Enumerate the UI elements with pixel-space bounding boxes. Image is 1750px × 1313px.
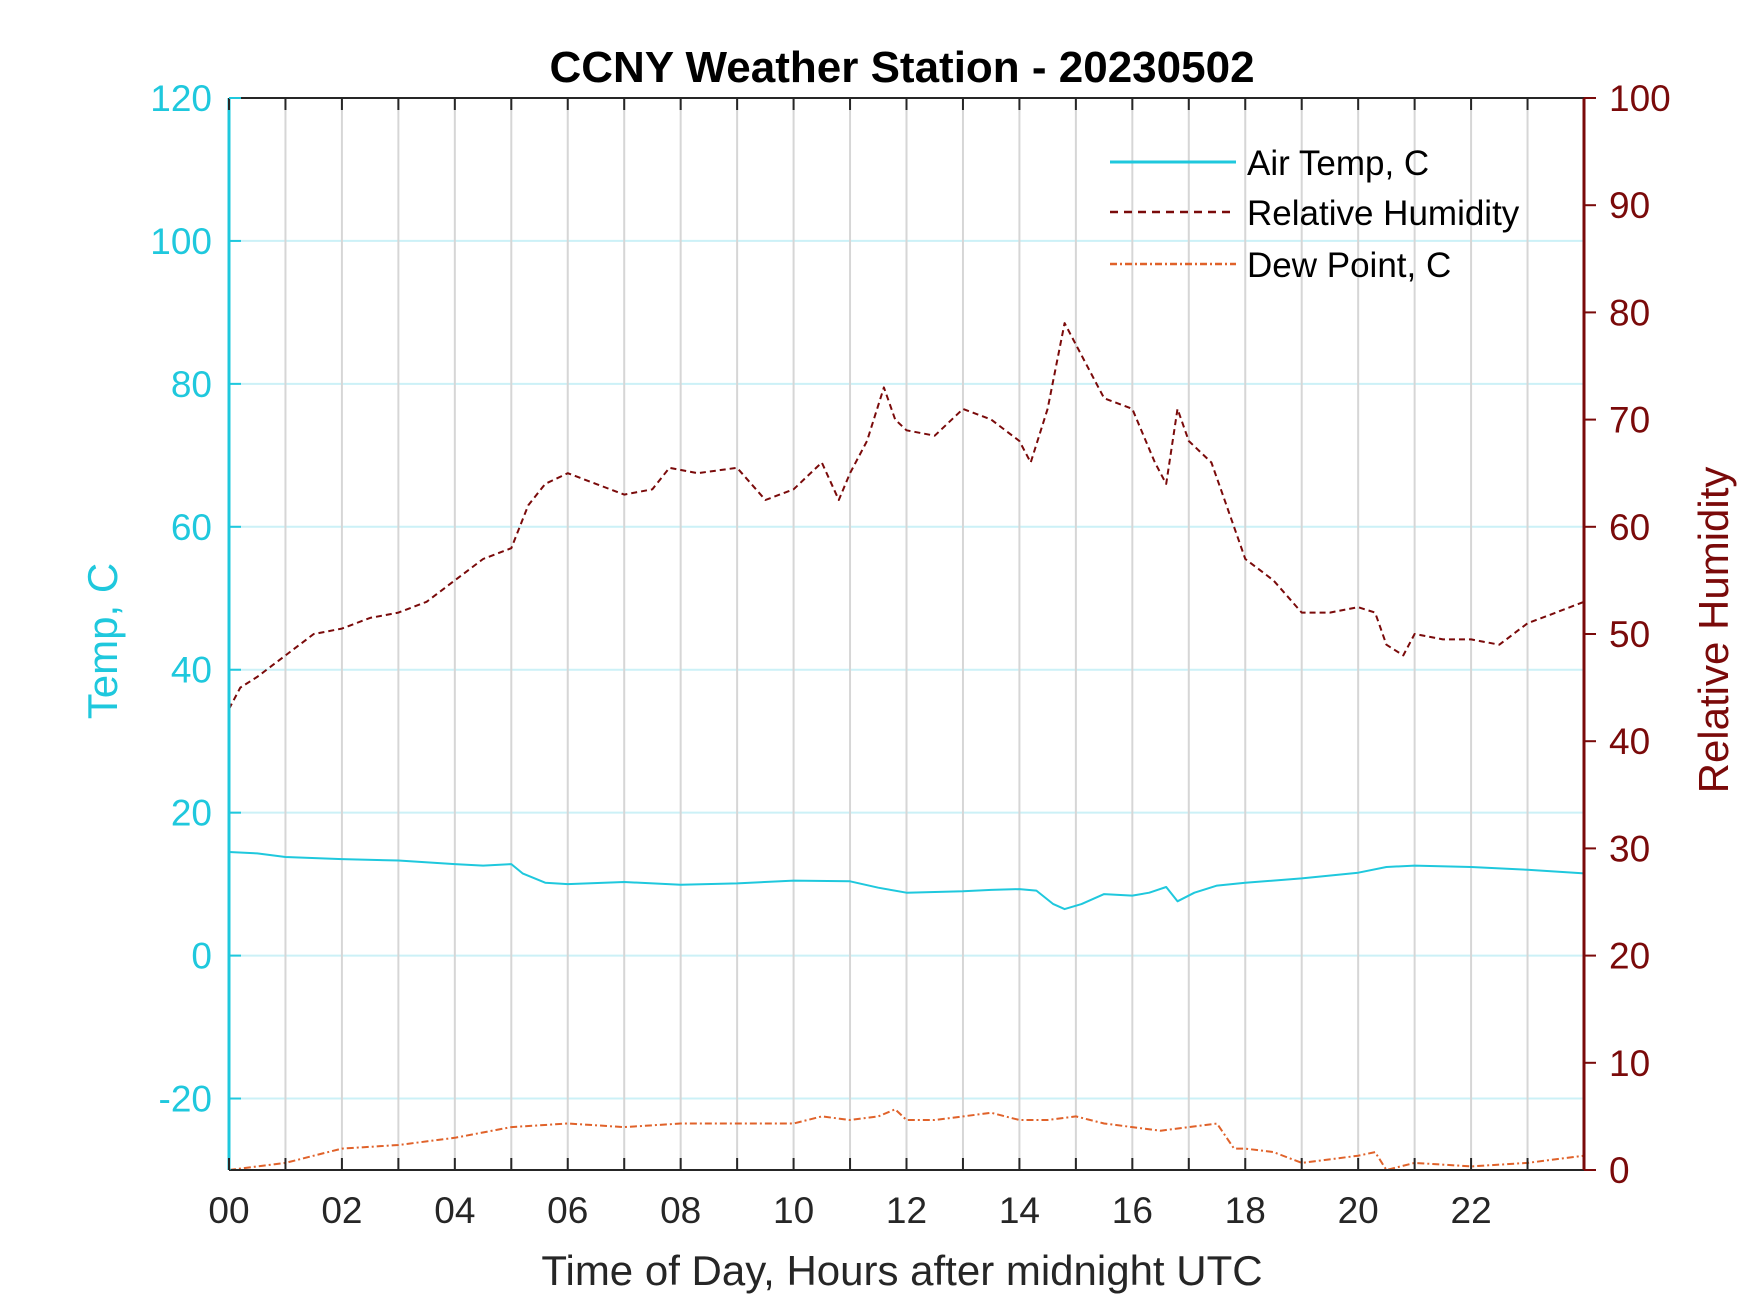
- y-left-tick-label: 20: [171, 793, 212, 834]
- series-layer: [228, 322, 1585, 1171]
- y-right-tick-label: 20: [1609, 936, 1650, 977]
- y-axis-right-label: Relative Humidity: [1690, 467, 1737, 794]
- y-right-tick-label: 10: [1609, 1043, 1650, 1084]
- x-tick-label: 18: [1225, 1190, 1266, 1231]
- y-left-tick-label: 100: [150, 221, 212, 262]
- x-tick-label: 16: [1112, 1190, 1153, 1231]
- y-axis-left-label: Temp, C: [79, 563, 126, 719]
- y-left-tick-label: 80: [171, 364, 212, 405]
- axes-layer: [227, 97, 1596, 1171]
- x-tick-label: 10: [773, 1190, 814, 1231]
- y-left-tick-label: 40: [171, 650, 212, 691]
- y-right-tick-label: 40: [1609, 721, 1650, 762]
- ticks-layer: 00 02 04 06 08 10 12 14 16 18 20 22120100806040200-…: [150, 78, 1670, 1231]
- y-left-tick-label: 120: [150, 78, 212, 119]
- x-axis-label: Time of Day, Hours after midnight UTC: [541, 1247, 1262, 1294]
- y-right-tick-label: 80: [1609, 292, 1650, 333]
- y-right-tick-label: 90: [1609, 185, 1650, 226]
- y-right-tick-label: 30: [1609, 828, 1650, 869]
- x-tick-label: 14: [999, 1190, 1040, 1231]
- chart-title: CCNY Weather Station - 20230502: [549, 43, 1254, 92]
- x-tick-label: 00: [208, 1190, 249, 1231]
- x-tick-label: 22: [1451, 1190, 1492, 1231]
- y-right-tick-label: 50: [1609, 614, 1650, 655]
- x-tick-label: 20: [1338, 1190, 1379, 1231]
- y-right-tick-label: 60: [1609, 507, 1650, 548]
- y-right-tick-label: 70: [1609, 400, 1650, 441]
- x-tick-label: 02: [321, 1190, 362, 1231]
- y-left-tick-label: -20: [159, 1079, 212, 1120]
- series-dew-point-line: [228, 1108, 1585, 1171]
- x-tick-label: 06: [547, 1190, 588, 1231]
- y-right-tick-label: 0: [1609, 1150, 1630, 1191]
- grid-layer: [229, 97, 1584, 1170]
- series-humidity-line: [228, 322, 1585, 710]
- x-tick-label: 04: [434, 1190, 475, 1231]
- legend-label-dew-point: Dew Point, C: [1247, 246, 1451, 285]
- y-left-tick-label: 0: [191, 936, 212, 977]
- x-tick-label: 08: [660, 1190, 701, 1231]
- y-right-tick-label: 100: [1609, 78, 1671, 119]
- legend-label-humidity: Relative Humidity: [1247, 194, 1520, 233]
- y-left-tick-label: 60: [171, 507, 212, 548]
- series-air-temp-line: [228, 851, 1585, 911]
- x-tick-label: 12: [886, 1190, 927, 1231]
- legend: Air Temp, C Relative Humidity Dew Point,…: [1110, 144, 1520, 285]
- legend-label-air-temp: Air Temp, C: [1247, 144, 1429, 183]
